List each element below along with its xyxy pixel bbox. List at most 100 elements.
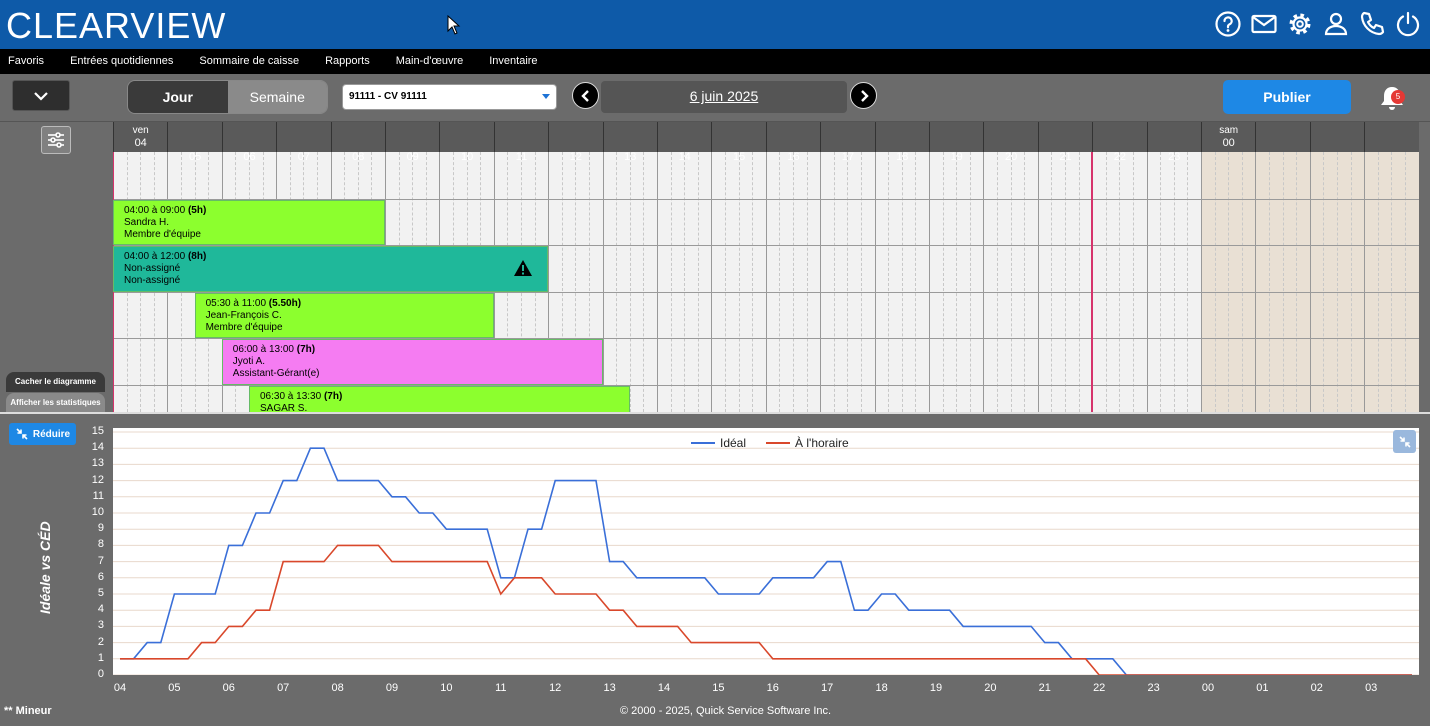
grid-line (589, 152, 590, 412)
grid-line (561, 152, 563, 412)
y-tick-label: 6 (97, 570, 104, 583)
nav-favoris[interactable]: Favoris (8, 55, 45, 67)
hour-header-04: ven 04 (113, 122, 167, 152)
x-tick-label: 06 (222, 682, 235, 694)
nav-entrees-quotidiennes[interactable]: Entrées quotidiennes (70, 55, 174, 67)
shift-block[interactable]: 05:30 à 11:00 (5.50h) Jean-François C. Mem… (194, 292, 494, 338)
hour-header-10: 10 (439, 122, 493, 163)
legend-item-scheduled[interactable]: À l'horaire (766, 436, 849, 450)
hour-header-day (223, 125, 276, 136)
shift-time-range: 04:00 à 12:00 (124, 251, 188, 262)
shift-block[interactable]: 06:00 à 13:00 (7h) Jyoti A. Assistant-Géra… (221, 339, 603, 385)
power-icon[interactable] (1394, 9, 1422, 39)
prev-day-button[interactable] (572, 82, 599, 109)
hour-header-day (658, 125, 711, 136)
hour-header-day (604, 125, 657, 136)
grid-line (684, 152, 686, 412)
y-tick-label: 11 (92, 489, 104, 502)
shift-time: 06:30 à 13:30 (7h) (260, 391, 619, 403)
nav-main-oeuvre[interactable]: Main-d'œuvre (395, 55, 464, 67)
store-select-value: 91111 - CV 91111 (349, 91, 427, 102)
hide-chart-tab[interactable]: Cacher le diagramme (6, 372, 105, 392)
grid-line (1187, 152, 1189, 412)
x-tick-label: 22 (1093, 682, 1106, 694)
hour-header-day (1093, 125, 1146, 136)
grid-line (1010, 152, 1012, 412)
view-week-button[interactable]: Semaine (227, 81, 327, 113)
line-chart (113, 431, 1419, 676)
grid-line (1309, 152, 1311, 412)
collapse-button[interactable] (12, 80, 70, 111)
sliders-icon (48, 132, 64, 148)
chart-legend: Idéal À l'horaire (691, 436, 849, 450)
compress-icon (16, 428, 28, 440)
grid-line (997, 152, 998, 412)
hour-header-day (1256, 125, 1309, 136)
hour-header-day (440, 125, 493, 136)
y-tick-label: 14 (91, 441, 104, 454)
view-day-button[interactable]: Jour (128, 81, 228, 113)
grid-line (738, 152, 740, 412)
grid-line (874, 152, 876, 412)
y-tick-label: 0 (97, 668, 104, 680)
store-select[interactable]: 91111 - CV 91111 (342, 84, 557, 110)
hour-header-day: sam (1219, 125, 1239, 136)
hour-header-day (277, 125, 330, 136)
grid-line (956, 152, 958, 412)
hour-header-day (876, 125, 929, 136)
grid-line (1119, 152, 1121, 412)
chart-zoom-button[interactable] (1393, 430, 1416, 453)
shift-block[interactable]: 04:00 à 09:00 (5h) Sandra H. Membre d'équi… (113, 199, 385, 245)
grid-line (969, 152, 971, 412)
nav-inventaire[interactable]: Inventaire (489, 55, 538, 67)
hour-header-day (984, 125, 1037, 136)
user-icon[interactable] (1322, 9, 1350, 39)
row-divider (113, 245, 1419, 246)
shift-duration: (5.50h) (268, 297, 302, 309)
shift-role: Membre d'équipe (205, 321, 283, 333)
nav-sommaire-caisse[interactable]: Sommaire de caisse (199, 55, 300, 67)
x-tick-label: 02 (1310, 682, 1323, 694)
x-tick-label: 17 (821, 682, 834, 694)
grid-line (1323, 152, 1325, 412)
next-day-button[interactable] (850, 82, 877, 109)
shift-duration: (7h) (323, 390, 343, 402)
hour-header-03: 03 (1364, 122, 1418, 163)
grid-line (861, 152, 862, 412)
grid-line (1391, 152, 1393, 412)
reduce-button[interactable]: Réduire (9, 423, 76, 445)
show-stats-tab[interactable]: Afficher les statistiques (6, 393, 105, 413)
hour-header-day (332, 125, 385, 136)
grid-line (983, 152, 985, 412)
legend-swatch-ideal (691, 442, 715, 444)
grid-line (1051, 152, 1053, 412)
series-line-ideal (120, 447, 1412, 676)
shift-time: 05:30 à 11:00 (5.50h) (206, 298, 483, 310)
shift-block[interactable]: 06:30 à 13:30 (7h) SAGAR S. (249, 385, 630, 412)
mail-icon[interactable] (1250, 9, 1278, 39)
publish-button[interactable]: Publier (1223, 80, 1351, 114)
hour-header-13: 13 (602, 122, 657, 163)
shift-employee: Jean-François C. (205, 309, 282, 321)
warning-icon[interactable] (513, 259, 533, 277)
grid-line (711, 152, 713, 412)
x-tick-label: 19 (929, 682, 943, 694)
x-tick-label: 11 (495, 682, 507, 694)
shift-time: 06:00 à 13:00 (7h) (233, 344, 592, 356)
gear-icon[interactable] (1286, 9, 1314, 39)
hour-header-01: 01 (1255, 122, 1309, 163)
current-date[interactable]: 6 juin 2025 (601, 81, 847, 113)
shift-block[interactable]: 04:00 à 12:00 (8h) Non-assigné Non-assigné (113, 246, 549, 292)
filter-button[interactable] (41, 126, 71, 154)
grid-line (779, 152, 781, 412)
help-icon[interactable] (1214, 9, 1242, 39)
x-tick-label: 23 (1147, 682, 1160, 694)
nav-rapports[interactable]: Rapports (325, 55, 370, 67)
hour-header-14: 14 (657, 122, 711, 163)
phone-icon[interactable] (1358, 9, 1386, 39)
hour-header-day (1365, 125, 1418, 136)
mouse-cursor-icon (447, 15, 461, 35)
shift-time: 04:00 à 09:00 (5h) (124, 205, 374, 217)
grid-line (1296, 152, 1298, 412)
legend-item-ideal[interactable]: Idéal (691, 436, 746, 450)
